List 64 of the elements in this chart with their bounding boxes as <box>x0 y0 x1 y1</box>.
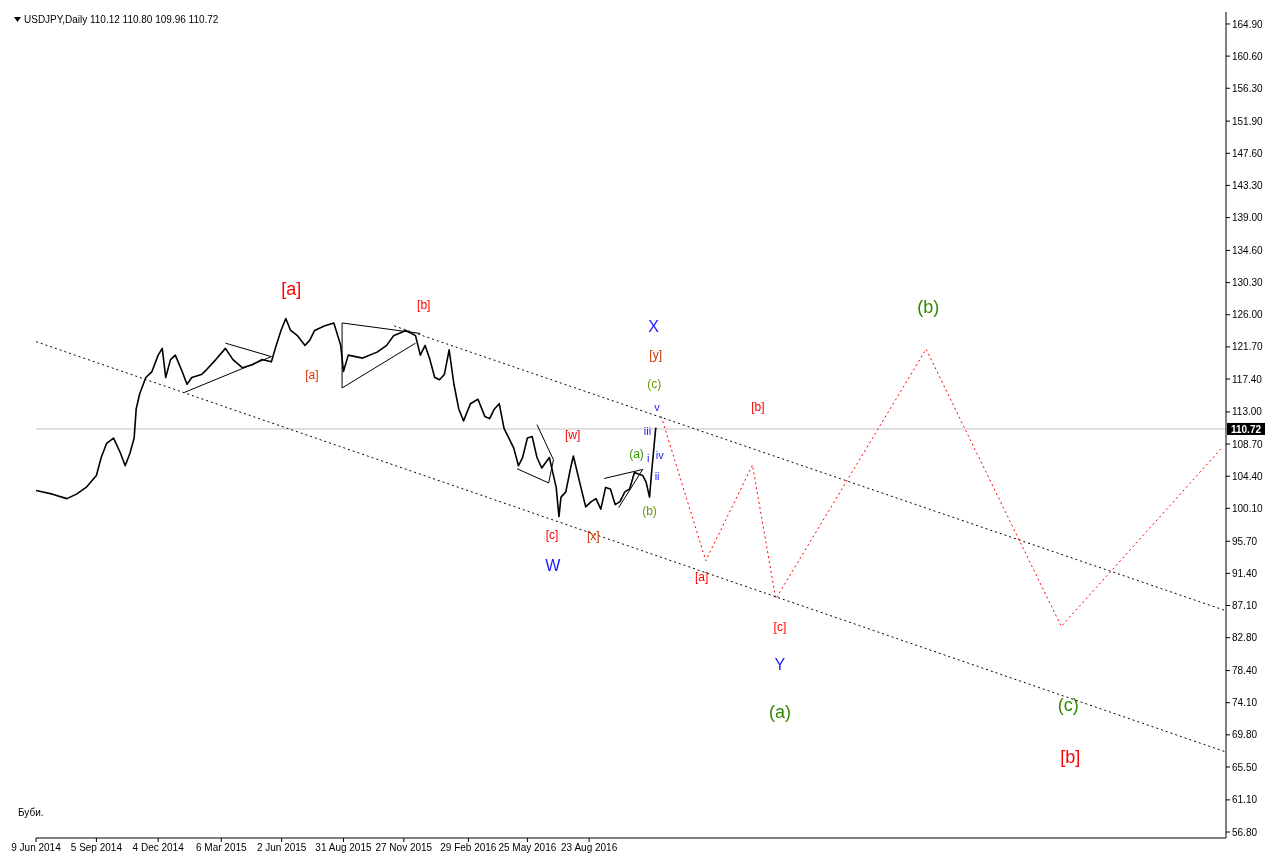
annotation: i <box>646 451 650 464</box>
x-tick-label: 6 Mar 2015 <box>196 842 248 854</box>
y-tick-label: 69.80 <box>1232 729 1258 741</box>
ref-line-label: 110.72 <box>1230 423 1262 435</box>
y-tick-label: 87.10 <box>1232 600 1258 612</box>
annotation: [b] <box>751 399 765 414</box>
y-tick-label: 151.90 <box>1232 115 1264 127</box>
annotation: [a] <box>281 278 302 299</box>
y-tick-label: 104.40 <box>1232 470 1264 482</box>
annotation: ii <box>654 470 660 483</box>
y-tick-label: 61.10 <box>1232 794 1258 806</box>
annotation: [x] <box>586 529 600 544</box>
annotation: v <box>654 400 661 413</box>
y-tick-label: 143.30 <box>1232 179 1264 191</box>
y-tick-label: 95.70 <box>1232 535 1258 547</box>
y-tick-label: 126.00 <box>1232 309 1264 321</box>
annotation: [c] <box>545 527 559 542</box>
annotation: X <box>648 318 660 336</box>
x-tick-label: 23 Aug 2016 <box>561 842 618 854</box>
x-tick-label: 5 Sep 2014 <box>70 842 123 854</box>
y-tick-label: 108.70 <box>1232 438 1264 450</box>
y-tick-label: 156.30 <box>1232 82 1264 94</box>
y-tick-label: 160.60 <box>1232 50 1264 62</box>
y-tick-label: 74.10 <box>1232 697 1258 709</box>
y-tick-label: 134.60 <box>1232 245 1264 257</box>
y-tick-label: 164.90 <box>1232 18 1264 30</box>
annotation: (a) <box>629 446 644 461</box>
y-tick-label: 121.70 <box>1232 341 1264 353</box>
x-tick-label: 2 Jun 2015 <box>256 842 307 854</box>
y-tick-label: 78.40 <box>1232 665 1258 677</box>
y-tick-label: 139.00 <box>1232 212 1264 224</box>
y-tick-label: 65.50 <box>1232 761 1258 773</box>
annotation: [y] <box>649 348 663 363</box>
annotation: (b) <box>917 297 940 318</box>
x-tick-label: 9 Jun 2014 <box>11 842 62 854</box>
annotation: W <box>545 557 562 575</box>
annotation: (b) <box>642 503 657 518</box>
y-tick-label: 117.40 <box>1232 373 1263 385</box>
annotation: (a) <box>768 701 791 722</box>
annotation: (c) <box>1057 694 1079 715</box>
annotation: [w] <box>564 428 581 443</box>
y-tick-label: 113.00 <box>1232 406 1263 418</box>
y-tick-label: 56.80 <box>1232 826 1258 838</box>
y-tick-label: 130.30 <box>1232 277 1264 289</box>
chart-title: USDJPY,Daily 110.12 110.80 109.96 110.72 <box>24 14 219 25</box>
annotation: (c) <box>647 376 662 391</box>
x-tick-label: 25 May 2016 <box>498 842 557 854</box>
x-tick-label: 4 Dec 2014 <box>132 842 185 854</box>
y-tick-label: 100.10 <box>1232 502 1264 514</box>
annotation: iv <box>655 449 665 462</box>
annotation: [a] <box>695 570 709 585</box>
x-tick-label: 29 Feb 2016 <box>440 842 497 854</box>
annotation: [b] <box>417 298 431 313</box>
annotation: Y <box>774 656 786 674</box>
y-tick-label: 82.80 <box>1232 632 1258 644</box>
x-tick-label: 31 Aug 2015 <box>315 842 372 854</box>
y-tick-label: 91.40 <box>1232 567 1258 579</box>
annotation: [a] <box>305 367 319 382</box>
annotation: [c] <box>773 620 787 635</box>
annotation: Буби. <box>18 807 44 818</box>
annotation: iii <box>643 425 652 438</box>
x-tick-label: 27 Nov 2015 <box>375 842 433 854</box>
y-tick-label: 147.60 <box>1232 147 1264 159</box>
annotation: [b] <box>1060 746 1081 767</box>
